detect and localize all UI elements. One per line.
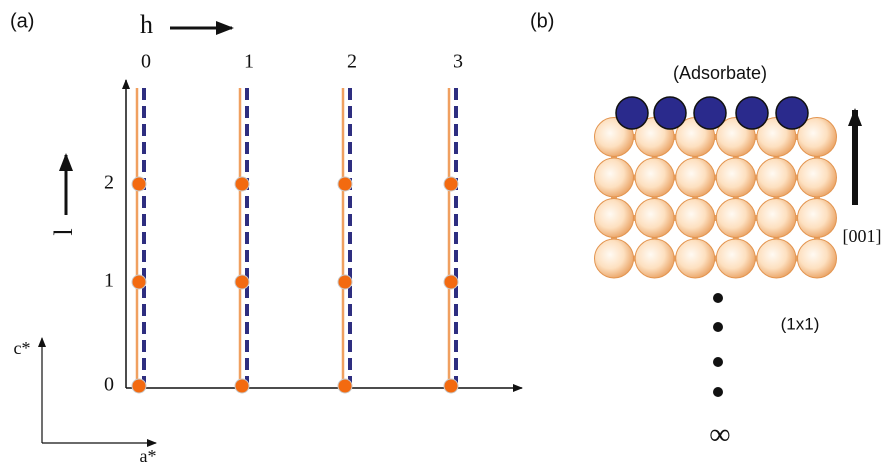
bragg-point — [235, 275, 249, 289]
adsorbate-atom — [616, 97, 648, 129]
adsorbate-atom — [694, 97, 726, 129]
bragg-point — [338, 275, 352, 289]
substrate-atom — [798, 158, 837, 197]
bragg-point — [444, 379, 458, 393]
bragg-point — [132, 177, 146, 191]
bragg-point — [338, 379, 352, 393]
h-label: h — [140, 10, 153, 39]
bragg-point — [235, 379, 249, 393]
rods: 0 1 2 3 2 1 0 — [104, 51, 463, 396]
substrate-atom — [635, 199, 674, 238]
dot — [713, 387, 723, 397]
direction-label: [001] — [843, 226, 882, 246]
adsorbate-atom — [736, 97, 768, 129]
substrate-atom — [757, 158, 796, 197]
substrate-atom — [635, 239, 674, 278]
crystal-lattice — [595, 97, 837, 278]
infinity-label: ∞ — [709, 418, 730, 451]
substrate-atom — [716, 239, 755, 278]
substrate-atom — [716, 158, 755, 197]
bragg-point — [132, 275, 146, 289]
substrate-atom — [798, 239, 837, 278]
periodicity-label: (1x1) — [781, 314, 820, 333]
substrate-atom — [757, 239, 796, 278]
panel-label: (a) — [10, 10, 34, 32]
c-star-label: c* — [14, 338, 31, 358]
dot — [713, 357, 723, 367]
dot — [713, 322, 723, 332]
l-tick-label: 2 — [104, 172, 114, 194]
substrate-atom — [676, 239, 715, 278]
bragg-point — [235, 177, 249, 191]
adsorbate-atom — [776, 97, 808, 129]
substrate-atom — [716, 199, 755, 238]
figure: (a) h l c* a* 0 1 2 3 2 1 0 (b) (Adsorbate) [0… — [0, 0, 885, 466]
adsorbate-label: (Adsorbate) — [673, 63, 767, 83]
substrate-atom — [676, 158, 715, 197]
panel-label: (b) — [530, 10, 554, 32]
substrate-atom — [595, 239, 634, 278]
l-tick-label: 0 — [104, 374, 114, 396]
dot — [713, 293, 723, 303]
bragg-point — [444, 177, 458, 191]
substrate-atom — [635, 158, 674, 197]
adsorbate-atom — [654, 97, 686, 129]
bragg-point — [132, 379, 146, 393]
substrate-atom — [595, 199, 634, 238]
a-star-label: a* — [140, 446, 157, 466]
substrate-atom — [798, 199, 837, 238]
bragg-point — [444, 275, 458, 289]
h-tick-label: 3 — [453, 51, 463, 73]
continuation-dots — [713, 293, 723, 397]
substrate-atom — [676, 199, 715, 238]
h-tick-label: 2 — [347, 51, 357, 73]
h-tick-label: 0 — [141, 51, 151, 73]
substrate-atom — [595, 158, 634, 197]
substrate-atom — [757, 199, 796, 238]
h-tick-label: 1 — [244, 51, 254, 73]
bragg-point — [338, 177, 352, 191]
l-label: l — [49, 228, 78, 235]
l-tick-label: 1 — [104, 270, 114, 292]
